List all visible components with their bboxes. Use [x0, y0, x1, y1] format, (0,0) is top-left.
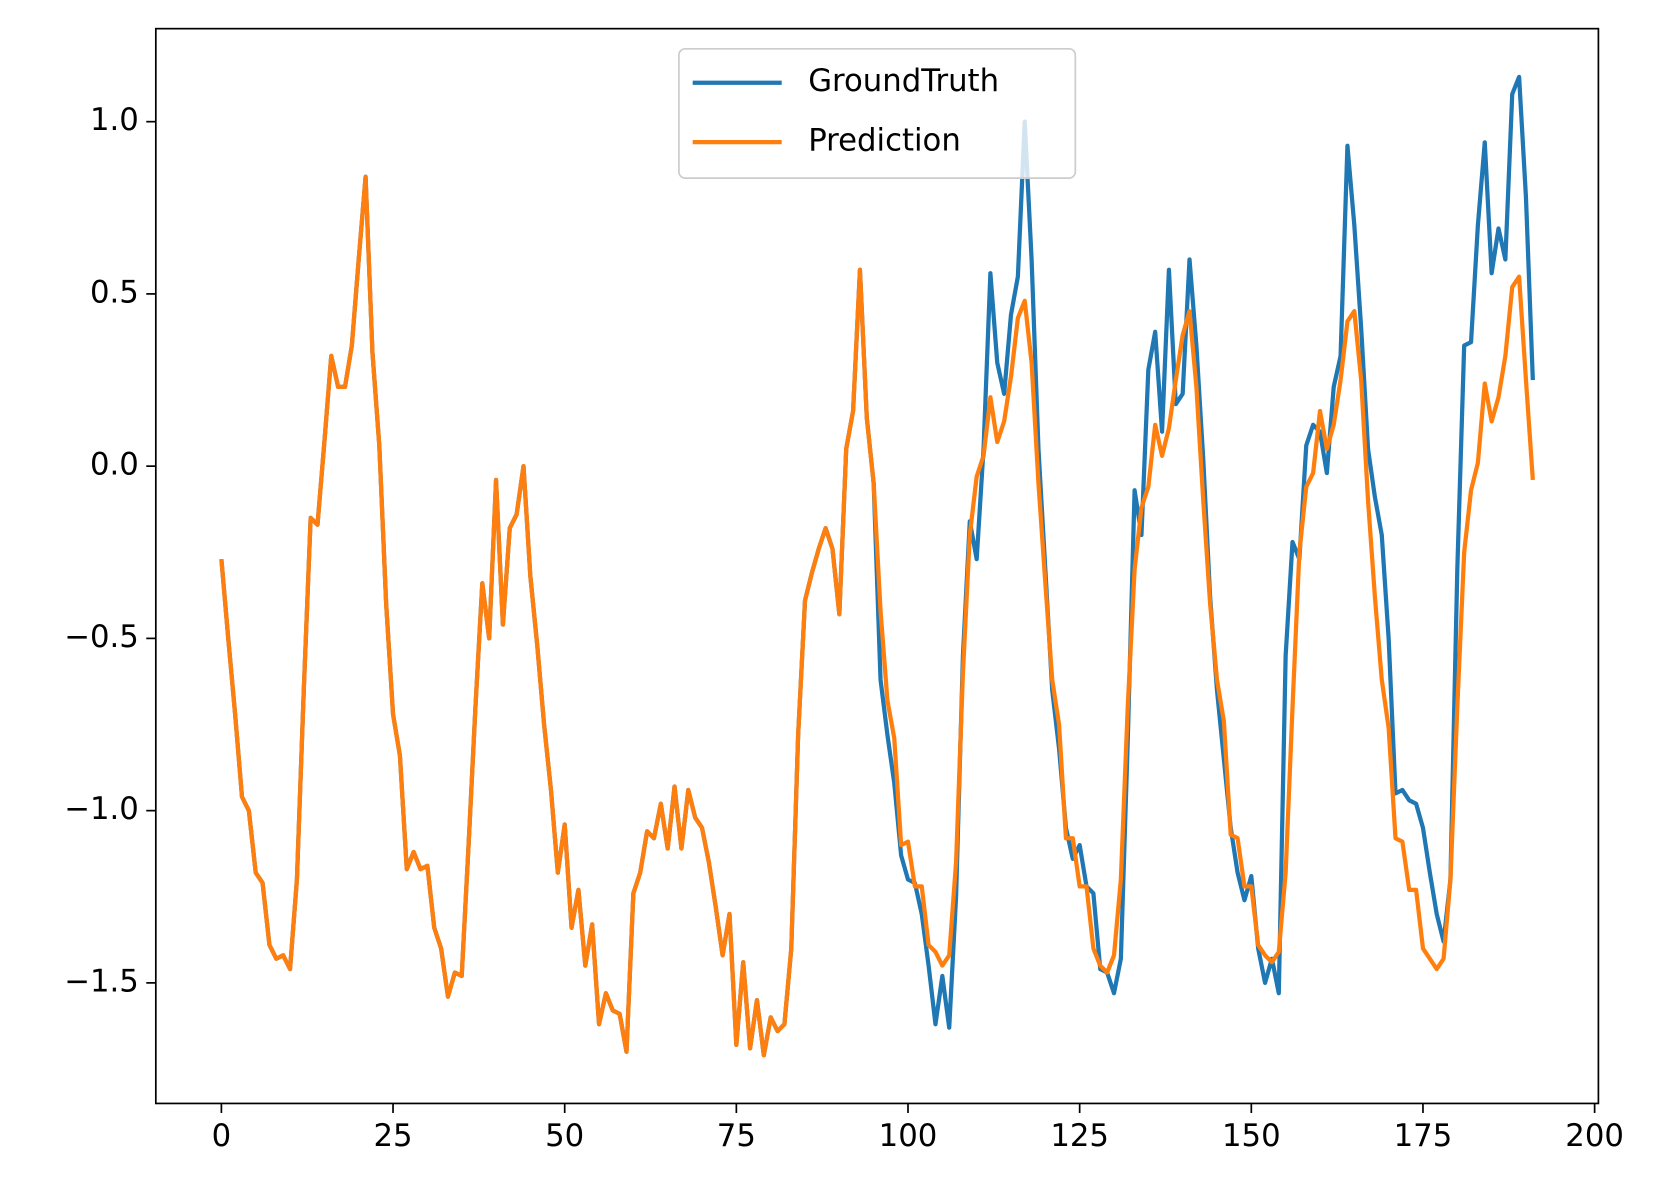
x-tick-label: 200 — [1565, 1118, 1624, 1154]
y-tick-label: 1.0 — [90, 102, 139, 138]
x-tick-label: 100 — [879, 1118, 938, 1154]
legend-label: Prediction — [808, 123, 961, 159]
plot-frame — [154, 27, 1600, 1105]
x-tick-label: 75 — [717, 1118, 756, 1154]
x-tick-label: 125 — [1050, 1118, 1109, 1154]
y-tick-label: −1.0 — [64, 791, 139, 827]
y-tick-label: 0.0 — [90, 447, 139, 483]
y-tick-label: −1.5 — [64, 963, 139, 999]
series-line — [219, 174, 1535, 1058]
x-tick-label: 150 — [1222, 1118, 1281, 1154]
legend-label: GroundTruth — [808, 63, 999, 99]
x-tick-label: 175 — [1394, 1118, 1453, 1154]
x-tick-label: 0 — [212, 1118, 232, 1154]
x-tick-label: 50 — [545, 1118, 584, 1154]
x-tick-label: 25 — [373, 1118, 412, 1154]
y-tick-label: 0.5 — [90, 274, 139, 310]
y-tick-label: −0.5 — [64, 619, 139, 655]
